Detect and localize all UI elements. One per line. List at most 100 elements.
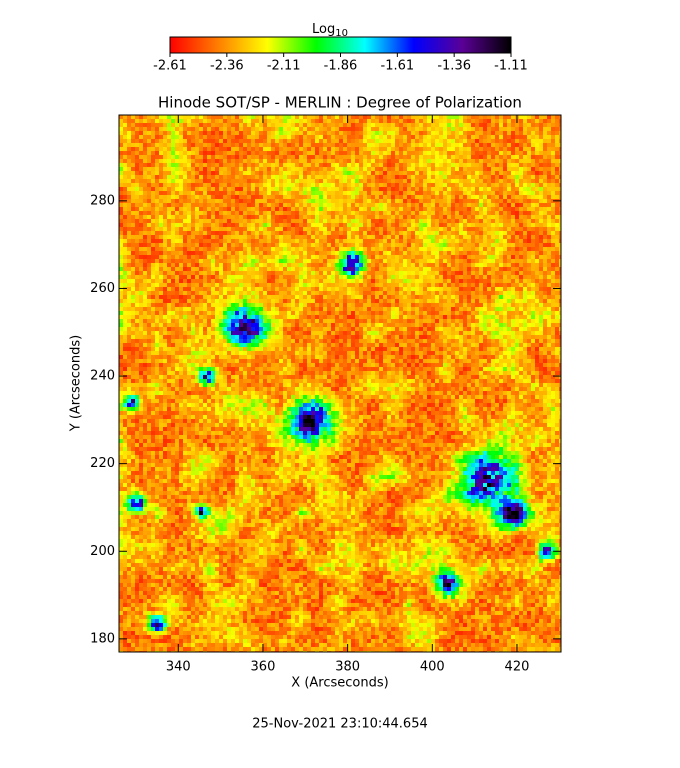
image-pixel xyxy=(511,283,515,287)
image-pixel xyxy=(471,123,475,127)
image-pixel xyxy=(519,151,523,155)
image-pixel xyxy=(131,235,135,239)
image-pixel xyxy=(291,199,295,203)
image-pixel xyxy=(531,191,535,195)
image-pixel xyxy=(415,215,419,219)
image-pixel xyxy=(503,191,507,195)
image-pixel xyxy=(243,143,247,147)
image-pixel xyxy=(499,195,503,199)
image-pixel xyxy=(287,199,291,203)
image-pixel xyxy=(243,227,247,231)
image-pixel xyxy=(459,255,463,259)
image-pixel xyxy=(415,231,419,235)
image-pixel xyxy=(363,131,367,135)
image-pixel xyxy=(375,115,379,119)
image-pixel xyxy=(271,235,275,239)
image-pixel xyxy=(367,267,371,271)
image-pixel xyxy=(359,179,363,183)
image-pixel xyxy=(271,247,275,251)
image-pixel xyxy=(459,223,463,227)
image-pixel xyxy=(187,267,191,271)
image-pixel xyxy=(147,115,151,119)
image-pixel xyxy=(547,231,551,235)
image-pixel xyxy=(331,159,335,163)
image-pixel xyxy=(459,151,463,155)
image-pixel xyxy=(283,283,287,287)
image-pixel xyxy=(179,115,183,119)
image-pixel xyxy=(391,155,395,159)
image-pixel xyxy=(231,187,235,191)
image-pixel xyxy=(339,235,343,239)
image-pixel xyxy=(499,243,503,247)
image-pixel xyxy=(187,219,191,223)
image-pixel xyxy=(235,259,239,263)
image-pixel xyxy=(379,235,383,239)
image-pixel xyxy=(475,283,479,287)
image-pixel xyxy=(535,143,539,147)
image-pixel xyxy=(123,267,127,271)
image-pixel xyxy=(275,251,279,255)
image-pixel xyxy=(555,175,559,179)
image-pixel xyxy=(203,271,207,275)
image-pixel xyxy=(395,231,399,235)
image-pixel xyxy=(299,147,303,151)
image-pixel xyxy=(127,159,131,163)
image-pixel xyxy=(315,151,319,155)
image-pixel xyxy=(307,291,311,295)
image-pixel xyxy=(483,179,487,183)
image-pixel xyxy=(543,167,547,171)
image-pixel xyxy=(371,255,375,259)
image-pixel xyxy=(523,147,527,151)
image-pixel xyxy=(419,127,423,131)
image-pixel xyxy=(207,131,211,135)
image-pixel xyxy=(427,235,431,239)
image-pixel xyxy=(491,251,495,255)
image-pixel xyxy=(255,163,259,167)
image-pixel xyxy=(131,287,135,291)
image-pixel xyxy=(295,175,299,179)
image-pixel xyxy=(507,207,511,211)
image-pixel xyxy=(219,259,223,263)
image-pixel xyxy=(231,251,235,255)
image-pixel xyxy=(291,223,295,227)
image-pixel xyxy=(479,283,483,287)
image-pixel xyxy=(495,243,499,247)
image-pixel xyxy=(131,223,135,227)
image-pixel xyxy=(555,243,559,247)
image-pixel xyxy=(499,247,503,251)
image-pixel xyxy=(535,191,539,195)
image-pixel xyxy=(231,127,235,131)
image-pixel xyxy=(539,271,543,275)
image-pixel xyxy=(143,123,147,127)
image-pixel xyxy=(235,175,239,179)
image-pixel xyxy=(375,167,379,171)
image-pixel xyxy=(311,203,315,207)
image-pixel xyxy=(547,191,551,195)
image-pixel xyxy=(143,275,147,279)
image-pixel xyxy=(547,171,551,175)
image-pixel xyxy=(371,167,375,171)
image-pixel xyxy=(223,239,227,243)
image-pixel xyxy=(367,227,371,231)
image-pixel xyxy=(383,115,387,119)
image-pixel xyxy=(439,231,443,235)
image-pixel xyxy=(367,167,371,171)
image-pixel xyxy=(255,219,259,223)
image-pixel xyxy=(479,187,483,191)
image-pixel xyxy=(287,171,291,175)
image-pixel xyxy=(307,267,311,271)
image-pixel xyxy=(543,155,547,159)
image-pixel xyxy=(259,147,263,151)
image-pixel xyxy=(503,219,507,223)
image-pixel xyxy=(243,183,247,187)
image-pixel xyxy=(155,255,159,259)
image-pixel xyxy=(415,247,419,251)
image-pixel xyxy=(527,143,531,147)
image-pixel xyxy=(471,279,475,283)
image-pixel xyxy=(359,195,363,199)
image-pixel xyxy=(447,255,451,259)
image-pixel xyxy=(147,143,151,147)
image-pixel xyxy=(515,259,519,263)
image-pixel xyxy=(283,159,287,163)
image-pixel xyxy=(143,199,147,203)
